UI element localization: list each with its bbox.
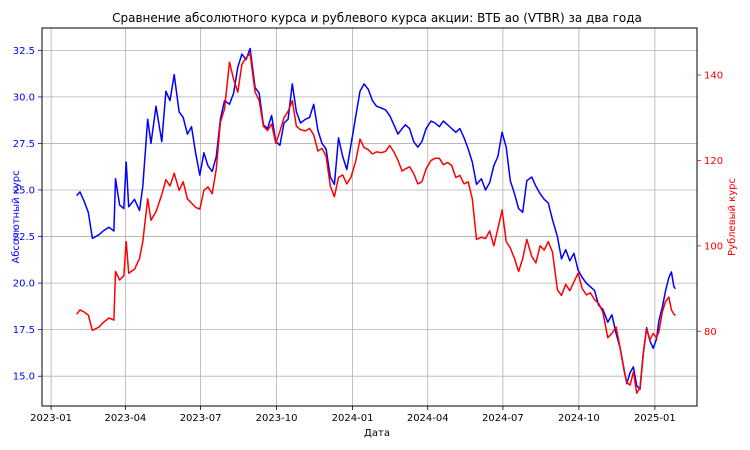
absolute-price-line bbox=[76, 47, 677, 390]
x-tick-label: 2024-10 bbox=[558, 413, 600, 424]
series-layer bbox=[76, 47, 677, 394]
x-tick-label: 2023-04 bbox=[105, 413, 147, 424]
y-right-tick-label: 100 bbox=[704, 241, 723, 252]
y-left-tick-label: 30.0 bbox=[13, 92, 35, 103]
y-right-tick-label: 140 bbox=[704, 70, 723, 81]
x-tick-label: 2024-07 bbox=[482, 413, 524, 424]
y-right-tick-label: 120 bbox=[704, 156, 723, 167]
y-left-tick-label: 22.5 bbox=[13, 232, 35, 243]
y-left-tick-label: 15.0 bbox=[13, 372, 35, 383]
y-right-axis-label: Рублевый курс bbox=[727, 178, 738, 256]
y-right-tick-label: 80 bbox=[704, 327, 717, 338]
ruble-price-line bbox=[76, 52, 676, 394]
y-left-tick-label: 17.5 bbox=[13, 325, 35, 336]
y-left-tick-label: 32.5 bbox=[13, 46, 35, 57]
grid bbox=[42, 28, 697, 406]
x-tick-label: 2023-01 bbox=[30, 413, 72, 424]
y-left-tick-label: 20.0 bbox=[13, 279, 35, 290]
x-axis-label: Дата bbox=[364, 428, 390, 439]
y-left-tick-label: 25.0 bbox=[13, 186, 35, 197]
x-tick-label: 2023-10 bbox=[256, 413, 298, 424]
plot-area-frame bbox=[41, 27, 698, 407]
y-left-axis-label: Абсолютный курс bbox=[11, 170, 22, 263]
x-tick-label: 2025-01 bbox=[634, 413, 676, 424]
x-tick-label: 2023-07 bbox=[180, 413, 222, 424]
y-left-tick-label: 27.5 bbox=[13, 139, 35, 150]
x-tick-label: 2024-01 bbox=[332, 413, 374, 424]
x-tick-label: 2024-04 bbox=[407, 413, 449, 424]
ticks: 2023-01 2023-04 2023-07 2023-10 2024-01 2024-… bbox=[13, 46, 723, 424]
chart-title: Сравнение абсолютного курса и рублевого … bbox=[112, 11, 642, 25]
